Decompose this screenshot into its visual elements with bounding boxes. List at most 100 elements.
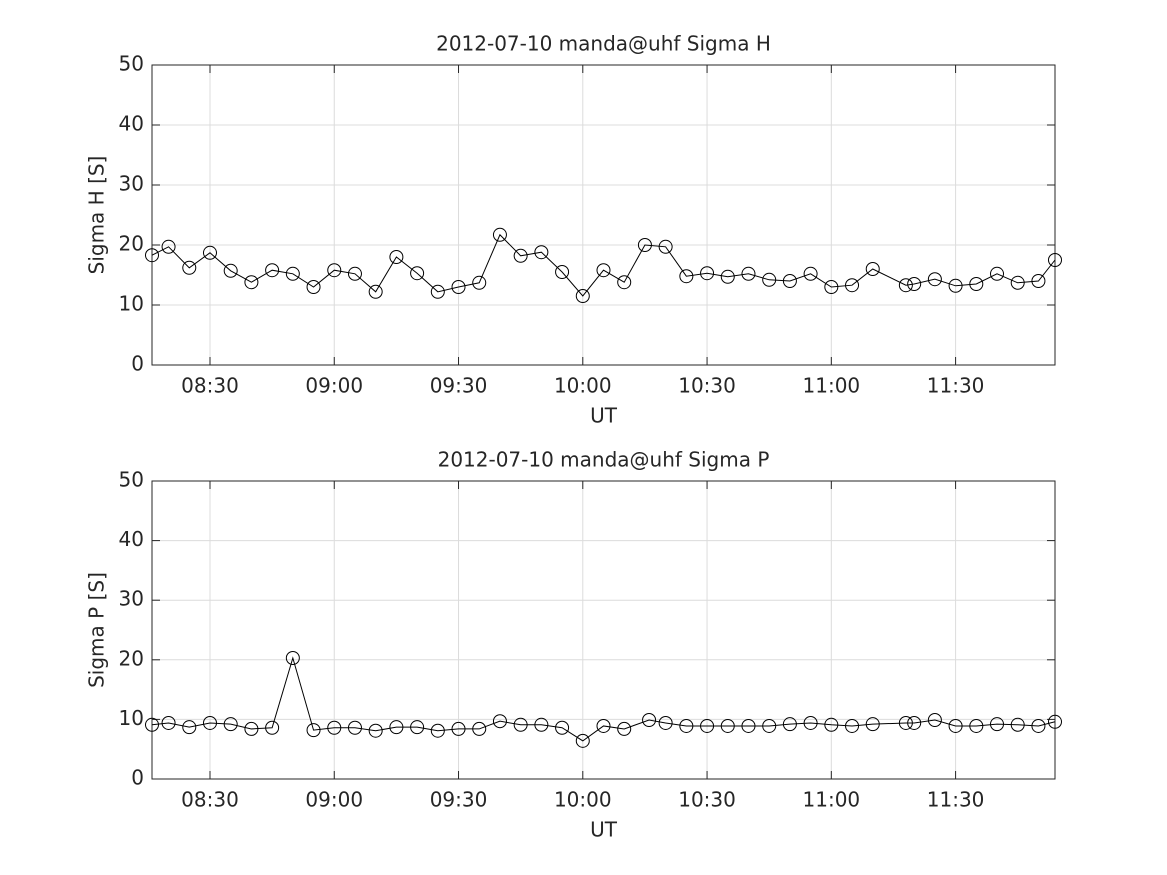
plot-area (152, 65, 1055, 365)
y-axis-label: Sigma H [S] (85, 156, 109, 275)
marker (327, 263, 342, 278)
x-tick-label: 09:30 (430, 788, 488, 812)
marker (534, 717, 549, 732)
marker (927, 712, 942, 727)
x-tick-label: 10:30 (678, 788, 736, 812)
marker (596, 263, 611, 278)
marker (762, 718, 777, 733)
x-tick-label: 08:30 (181, 374, 239, 398)
x-tick-label: 09:30 (430, 374, 488, 398)
y-tick-label: 30 (119, 172, 144, 196)
marker (244, 721, 259, 736)
marker (182, 260, 197, 275)
y-tick-label: 40 (119, 527, 144, 551)
marker (575, 289, 590, 303)
marker (265, 263, 280, 278)
marker (617, 721, 632, 736)
marker (161, 239, 176, 254)
axes-box (151, 480, 1056, 780)
x-tick-label: 10:00 (554, 374, 612, 398)
marker (782, 717, 797, 732)
chart-title: 2012-07-10 manda@uhf Sigma H (436, 32, 771, 56)
marker (410, 266, 425, 281)
marker (145, 717, 159, 732)
marker (762, 272, 777, 287)
marker (555, 265, 570, 279)
plot-area (152, 481, 1055, 779)
marker (285, 651, 300, 666)
marker (368, 723, 383, 738)
marker (327, 720, 342, 735)
marker (658, 239, 673, 254)
marker (969, 277, 984, 291)
marker (145, 248, 159, 263)
marker (720, 269, 735, 284)
x-tick-label: 11:00 (803, 374, 861, 398)
marker (182, 720, 197, 735)
marker (990, 717, 1005, 732)
axes-box (151, 64, 1056, 366)
marker (969, 718, 984, 733)
marker (720, 718, 735, 733)
marker (534, 245, 549, 260)
y-tick-label: 0 (131, 352, 144, 376)
y-tick-label: 10 (119, 292, 144, 316)
marker (803, 266, 818, 281)
marker (845, 718, 860, 733)
y-tick-label: 50 (119, 468, 144, 492)
x-tick-label: 11:00 (803, 788, 861, 812)
marker (927, 272, 942, 287)
marker (492, 227, 507, 242)
x-tick-label: 10:00 (554, 788, 612, 812)
marker (389, 250, 404, 264)
marker (948, 718, 963, 733)
y-tick-label: 20 (119, 232, 144, 256)
marker (617, 275, 632, 290)
marker (430, 284, 445, 299)
marker (1010, 717, 1025, 732)
y-tick-label: 20 (119, 646, 144, 670)
y-tick-label: 50 (119, 52, 144, 76)
x-tick-label: 11:30 (927, 374, 985, 398)
y-tick-label: 0 (131, 766, 144, 790)
marker (824, 280, 839, 294)
marker (202, 715, 217, 730)
marker (679, 718, 694, 733)
subplot: 0 10 20 30 40 50 08:30 09:00 09:30 10:00 10:30 11:0… (85, 448, 1062, 842)
marker (347, 720, 362, 735)
y-tick-label: 10 (119, 706, 144, 730)
marker (575, 733, 590, 748)
marker (513, 248, 528, 263)
y-axis-label: Sigma P [S] (85, 572, 109, 688)
marker (202, 245, 217, 260)
marker (555, 720, 570, 735)
x-tick-label: 08:30 (181, 788, 239, 812)
marker (741, 718, 756, 733)
marker (637, 238, 652, 252)
marker (907, 277, 922, 291)
x-tick-label: 09:00 (305, 788, 363, 812)
x-axis-label: UT (590, 818, 618, 842)
x-tick-label: 11:30 (927, 788, 985, 812)
marker (907, 715, 922, 730)
marker (824, 717, 839, 732)
marker (948, 278, 963, 293)
marker (368, 284, 383, 299)
marker (898, 715, 913, 730)
marker (782, 274, 797, 288)
data-line (151, 656, 1056, 742)
marker (1031, 718, 1046, 733)
marker (1048, 253, 1062, 267)
marker (430, 723, 445, 738)
marker (451, 721, 466, 736)
data-line (151, 233, 1056, 297)
marker (472, 275, 487, 290)
marker (161, 715, 176, 730)
subplot: 0 10 20 30 40 50 08:30 09:00 09:30 10:00 10:30 11:0… (85, 32, 1062, 428)
marker (865, 717, 880, 732)
marker (265, 720, 280, 735)
marker (451, 280, 466, 294)
marker (642, 712, 657, 727)
y-tick-label: 30 (119, 587, 144, 611)
